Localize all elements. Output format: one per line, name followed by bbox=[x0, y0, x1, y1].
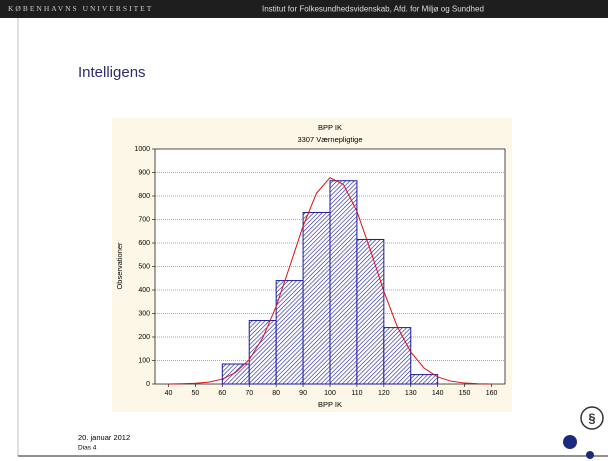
histogram-bar bbox=[410, 374, 439, 385]
x-tick-label: 110 bbox=[351, 390, 362, 397]
y-tick-label: 0 bbox=[146, 381, 150, 388]
y-axis-label: Observationer bbox=[115, 242, 124, 290]
histogram-bar bbox=[356, 238, 385, 385]
y-tick-label: 300 bbox=[138, 310, 150, 317]
x-tick-label: 100 bbox=[324, 390, 336, 397]
x-tick-label: 50 bbox=[191, 390, 199, 397]
chart-subtitle: 3307 Værnepligtige bbox=[297, 135, 362, 144]
histogram-bar bbox=[302, 211, 331, 385]
x-tick-label: 140 bbox=[432, 390, 444, 397]
svg-text:§: § bbox=[588, 410, 595, 425]
y-tick-label: 200 bbox=[138, 334, 150, 341]
y-tick-label: 500 bbox=[138, 263, 150, 270]
x-tick-label: 150 bbox=[459, 390, 471, 397]
y-tick-label: 800 bbox=[138, 193, 150, 200]
x-tick-label: 160 bbox=[486, 390, 498, 397]
y-tick-label: 100 bbox=[138, 357, 150, 364]
histogram-bar bbox=[275, 280, 304, 385]
x-tick-label: 70 bbox=[245, 390, 253, 397]
x-tick-label: 40 bbox=[165, 390, 173, 397]
footer-date: 20. januar 2012 bbox=[78, 433, 130, 442]
x-tick-label: 60 bbox=[218, 390, 226, 397]
y-tick-label: 700 bbox=[138, 216, 150, 223]
fitted-curve bbox=[168, 177, 492, 385]
footer-slide: Dias 4 bbox=[78, 445, 97, 452]
x-tick-label: 130 bbox=[405, 390, 417, 397]
histogram-bar bbox=[329, 180, 358, 385]
institute-name: Institut for Folkesundhedsvidenskab, Afd… bbox=[262, 5, 484, 14]
y-tick-label: 1000 bbox=[134, 146, 150, 153]
x-tick-label: 120 bbox=[378, 390, 390, 397]
y-tick-label: 600 bbox=[138, 240, 150, 247]
x-tick-label: 80 bbox=[272, 390, 280, 397]
y-tick-label: 400 bbox=[138, 287, 150, 294]
header-bar bbox=[0, 0, 608, 18]
slide-title: Intelligens bbox=[78, 64, 146, 81]
histogram-bar bbox=[221, 363, 250, 385]
histogram-bar bbox=[383, 327, 412, 385]
university-name: KØBENHAVNS UNIVERSITET bbox=[8, 4, 153, 13]
y-tick-label: 900 bbox=[138, 169, 150, 176]
chart-title: BPP IK bbox=[318, 123, 342, 132]
x-axis-label: BPP IK bbox=[318, 400, 342, 409]
x-tick-label: 90 bbox=[299, 390, 307, 397]
logo: § bbox=[563, 406, 604, 459]
